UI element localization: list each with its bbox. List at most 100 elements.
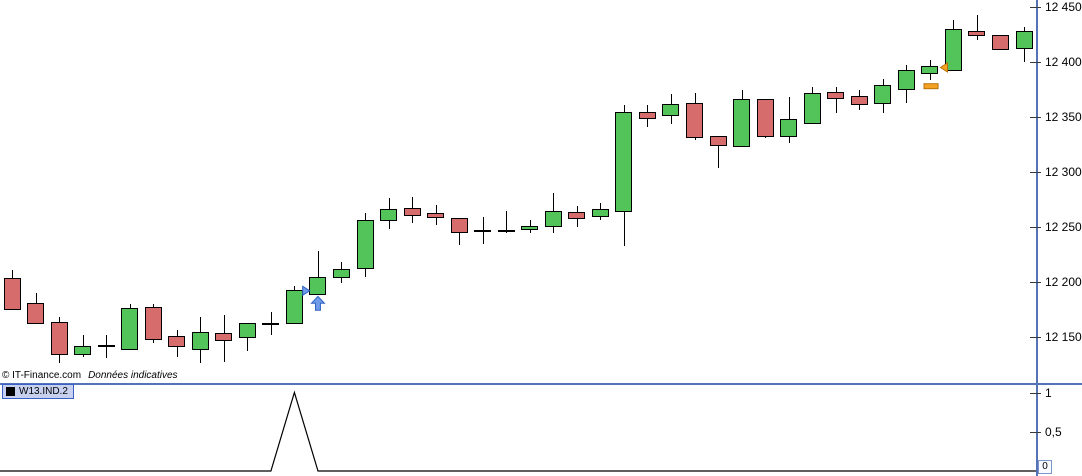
candle-body xyxy=(710,136,727,146)
candle-body xyxy=(851,96,868,105)
candle-body xyxy=(874,85,891,104)
candle-down xyxy=(568,206,585,227)
candle-body xyxy=(380,209,397,221)
candle-down xyxy=(992,35,1009,50)
candle-body xyxy=(733,99,750,147)
candle-body xyxy=(168,336,185,347)
candle-down xyxy=(427,205,444,225)
candle-body xyxy=(662,104,679,116)
candle-body xyxy=(898,70,915,90)
candle-up xyxy=(239,323,256,351)
candle-body xyxy=(239,323,256,338)
candle-up xyxy=(615,105,632,246)
candle-body xyxy=(262,323,279,325)
candle-up xyxy=(921,60,938,80)
candle-body xyxy=(615,112,632,212)
candle-body xyxy=(545,211,562,227)
candle-doji xyxy=(498,211,515,233)
candle-body xyxy=(592,209,609,217)
candle-body xyxy=(74,346,91,355)
candle-body xyxy=(945,29,962,71)
candle-body xyxy=(757,99,774,137)
candle-up xyxy=(192,317,209,363)
indicator-panel[interactable] xyxy=(0,390,1036,472)
candle-up xyxy=(521,220,538,233)
candle-body xyxy=(780,119,797,137)
candle-body xyxy=(215,333,232,341)
candle-down xyxy=(27,293,44,324)
candle-up xyxy=(592,203,609,220)
candle-body xyxy=(286,290,303,324)
candle-down xyxy=(827,87,844,113)
candle-body xyxy=(4,278,21,310)
candle-up xyxy=(74,335,91,357)
candle-body xyxy=(521,226,538,230)
indicator-label[interactable]: W13.IND.2 xyxy=(2,384,74,399)
candle-body xyxy=(51,322,68,355)
copyright-notice: © IT-Finance.com Données indicatives xyxy=(2,370,178,381)
candle-body xyxy=(968,31,985,36)
candle-body xyxy=(804,93,821,124)
candle-body xyxy=(992,35,1009,50)
candle-up xyxy=(309,251,326,295)
indicator-line xyxy=(0,390,1036,472)
price-tick-mark xyxy=(1030,7,1041,8)
candle-down xyxy=(451,218,468,245)
candle-doji xyxy=(262,312,279,335)
indicator-tick-mark xyxy=(1030,432,1041,433)
indicator-last-value: 0 xyxy=(1038,460,1052,474)
candle-up xyxy=(121,304,138,350)
candle-down xyxy=(639,105,656,127)
candle-up xyxy=(898,65,915,103)
signal-triangle-right-icon xyxy=(302,285,311,297)
indicator-tick-mark xyxy=(1030,393,1041,394)
candle-down xyxy=(686,93,703,140)
candle-up xyxy=(733,90,750,147)
candle-doji xyxy=(98,335,115,358)
candle-down xyxy=(851,90,868,110)
candle-body xyxy=(98,345,115,347)
candle-up xyxy=(333,262,350,283)
candle-body xyxy=(474,230,491,232)
candle-down xyxy=(4,270,21,310)
candle-body xyxy=(309,277,326,295)
price-tick-mark xyxy=(1030,337,1041,338)
candle-up xyxy=(874,79,891,113)
candle-down xyxy=(145,304,162,343)
candle-up xyxy=(1016,27,1033,62)
price-panel[interactable] xyxy=(4,15,1033,363)
candle-body xyxy=(427,213,444,218)
candle-down xyxy=(757,99,774,138)
candle-body xyxy=(121,308,138,350)
candle-body xyxy=(192,332,209,350)
candle-down xyxy=(710,136,727,168)
candle-up xyxy=(545,193,562,233)
candle-up xyxy=(286,286,303,324)
candle-body xyxy=(686,103,703,138)
candle-body xyxy=(404,208,421,216)
price-tick-mark xyxy=(1030,117,1041,118)
candle-up xyxy=(662,94,679,124)
candle-down xyxy=(168,330,185,357)
price-tick-mark xyxy=(1030,172,1041,173)
candle-down xyxy=(215,315,232,362)
candle-down xyxy=(968,15,985,40)
candle-up xyxy=(804,87,821,124)
candle-body xyxy=(921,66,938,74)
price-tick-mark xyxy=(1030,227,1041,228)
candle-up xyxy=(357,213,374,277)
candle-body xyxy=(451,218,468,233)
indicator-name: W13.IND.2 xyxy=(19,386,68,397)
candle-body xyxy=(639,112,656,119)
candle-up xyxy=(945,20,962,71)
price-tick-mark xyxy=(1030,282,1041,283)
copyright-note: Données indicatives xyxy=(88,370,178,381)
signal-dash-icon xyxy=(923,83,939,90)
candle-body xyxy=(357,220,374,269)
candle-body xyxy=(145,307,162,340)
candle-doji xyxy=(474,217,491,244)
candle-down xyxy=(51,317,68,363)
candle-body xyxy=(568,212,585,219)
